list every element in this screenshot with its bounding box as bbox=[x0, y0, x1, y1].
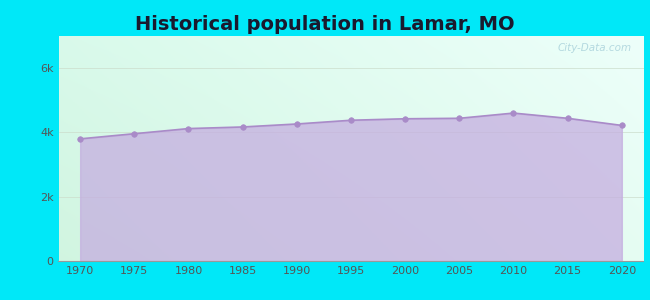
Text: City-Data.com: City-Data.com bbox=[558, 43, 632, 53]
Text: Historical population in Lamar, MO: Historical population in Lamar, MO bbox=[135, 15, 515, 34]
